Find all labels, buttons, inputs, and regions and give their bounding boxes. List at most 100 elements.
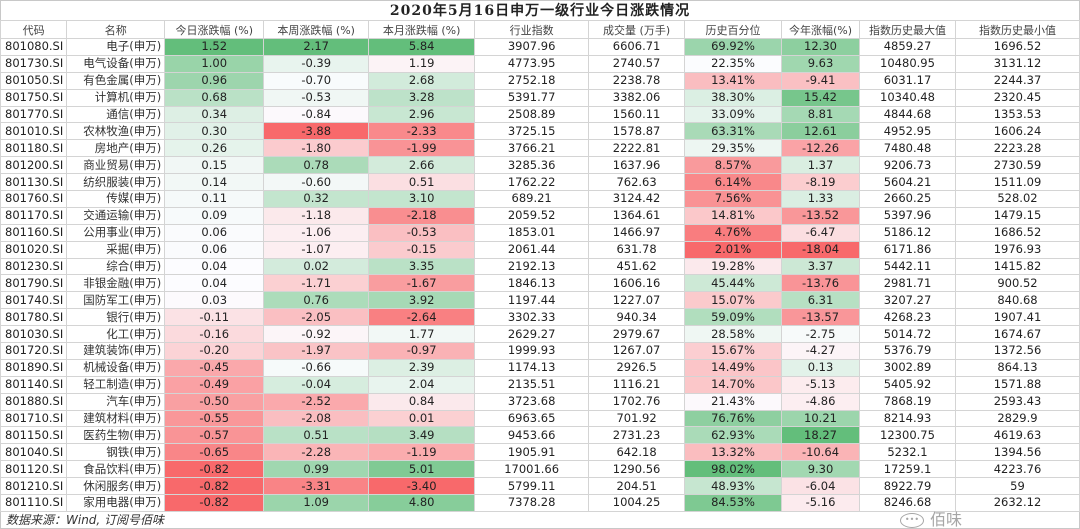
cell-ytd-change: 1.37 bbox=[781, 156, 860, 175]
cell-code: 801110.SI bbox=[0, 494, 68, 512]
cell-index-max: 2660.25 bbox=[859, 190, 956, 208]
cell-index-min: 1394.56 bbox=[954, 443, 1080, 462]
cell-code: 801050.SI bbox=[0, 71, 68, 90]
cell-week-change: 0.51 bbox=[263, 426, 370, 445]
cell-index-min: 1571.88 bbox=[954, 375, 1080, 394]
cell-week-change: 0.78 bbox=[263, 156, 370, 175]
cell-history-percentile: 4.76% bbox=[684, 223, 783, 242]
cell-week-change: -0.60 bbox=[263, 173, 370, 192]
table-row: 801080.SI 电子(申万) 1.52 2.17 5.84 3907.96 6606.7… bbox=[0, 38, 1080, 56]
cell-ytd-change: 0.13 bbox=[781, 358, 860, 377]
cell-code: 801160.SI bbox=[0, 223, 68, 242]
cell-index-max: 2981.71 bbox=[859, 274, 956, 293]
cell-index-min: 864.13 bbox=[954, 358, 1080, 377]
cell-volume: 1578.87 bbox=[588, 122, 686, 141]
cell-index-max: 8214.93 bbox=[859, 409, 956, 428]
cell-month-change: 3.28 bbox=[368, 88, 476, 107]
cell-ytd-change: 3.37 bbox=[781, 257, 860, 276]
cell-history-percentile: 29.35% bbox=[684, 139, 783, 158]
watermark: ••• 佰味 bbox=[900, 511, 962, 529]
cell-ytd-change: -4.86 bbox=[781, 392, 860, 411]
cell-history-percentile: 38.30% bbox=[684, 88, 783, 107]
cell-week-change: 0.32 bbox=[263, 190, 370, 208]
cell-week-change: -1.80 bbox=[263, 139, 370, 158]
industry-table: 代码 名称 今日涨跌幅 (%) 本周涨跌幅 (%) 本月涨跌幅 (%) 行业指数 成交量 (… bbox=[0, 20, 1080, 512]
cell-code: 801750.SI bbox=[0, 88, 68, 107]
cell-today-change: -0.65 bbox=[164, 443, 265, 462]
cell-week-change: -1.06 bbox=[263, 223, 370, 242]
cell-volume: 3382.06 bbox=[588, 88, 686, 107]
cell-code: 801720.SI bbox=[0, 342, 68, 360]
cell-week-change: -1.18 bbox=[263, 206, 370, 225]
cell-volume: 1466.97 bbox=[588, 223, 686, 242]
cell-code: 801890.SI bbox=[0, 358, 68, 377]
cell-today-change: 0.34 bbox=[164, 105, 265, 124]
cell-ytd-change: 15.42 bbox=[781, 88, 860, 107]
cell-industry-index: 2629.27 bbox=[474, 325, 590, 344]
cell-month-change: 3.49 bbox=[368, 426, 476, 445]
cell-history-percentile: 63.31% bbox=[684, 122, 783, 141]
table-row: 801710.SI 建筑材料(申万) -0.55 -2.08 0.01 6963.65 70… bbox=[0, 409, 1080, 428]
cell-history-percentile: 13.41% bbox=[684, 71, 783, 90]
cell-code: 801120.SI bbox=[0, 460, 68, 479]
cell-volume: 631.78 bbox=[588, 240, 686, 259]
cell-month-change: 3.92 bbox=[368, 291, 476, 310]
cell-history-percentile: 21.43% bbox=[684, 392, 783, 411]
cell-index-min: 2632.12 bbox=[954, 494, 1080, 512]
cell-month-change: 1.77 bbox=[368, 325, 476, 344]
table-row: 801020.SI 采掘(申万) 0.06 -1.07 -0.15 2061.44 631.… bbox=[0, 240, 1080, 259]
table-row: 801890.SI 机械设备(申万) -0.45 -0.66 2.39 1174.13 29… bbox=[0, 358, 1080, 377]
cell-month-change: -2.33 bbox=[368, 122, 476, 141]
cell-history-percentile: 62.93% bbox=[684, 426, 783, 445]
cell-today-change: 0.30 bbox=[164, 122, 265, 141]
cell-code: 801170.SI bbox=[0, 206, 68, 225]
cell-ytd-change: 1.33 bbox=[781, 190, 860, 208]
table-row: 801170.SI 交通运输(申万) 0.09 -1.18 -2.18 2059.52 13… bbox=[0, 206, 1080, 225]
cell-ytd-change: -8.19 bbox=[781, 173, 860, 192]
cell-ytd-change: -5.16 bbox=[781, 494, 860, 512]
cell-industry-index: 1846.13 bbox=[474, 274, 590, 293]
cell-today-change: -0.82 bbox=[164, 460, 265, 479]
cell-volume: 1227.07 bbox=[588, 291, 686, 310]
cell-history-percentile: 48.93% bbox=[684, 477, 783, 496]
cell-index-max: 9206.73 bbox=[859, 156, 956, 175]
cell-code: 801770.SI bbox=[0, 105, 68, 124]
cell-name: 建筑装饰(申万) bbox=[66, 342, 166, 360]
cell-history-percentile: 8.57% bbox=[684, 156, 783, 175]
cell-index-max: 3002.89 bbox=[859, 358, 956, 377]
cell-index-max: 5405.92 bbox=[859, 375, 956, 394]
cell-index-max: 5604.21 bbox=[859, 173, 956, 192]
cell-industry-index: 689.21 bbox=[474, 190, 590, 208]
cell-code: 801740.SI bbox=[0, 291, 68, 310]
cell-code: 801780.SI bbox=[0, 308, 68, 327]
cell-volume: 2740.57 bbox=[588, 54, 686, 73]
cell-index-min: 1415.82 bbox=[954, 257, 1080, 276]
cell-code: 801760.SI bbox=[0, 190, 68, 208]
cell-code: 801130.SI bbox=[0, 173, 68, 192]
cell-index-min: 59 bbox=[954, 477, 1080, 496]
cell-ytd-change: 18.27 bbox=[781, 426, 860, 445]
header-row: 代码 名称 今日涨跌幅 (%) 本周涨跌幅 (%) 本月涨跌幅 (%) 行业指数 成交量 (… bbox=[0, 20, 1080, 39]
cell-industry-index: 5799.11 bbox=[474, 477, 590, 496]
header-history-percentile: 历史百分位 bbox=[684, 20, 783, 39]
cell-ytd-change: -6.04 bbox=[781, 477, 860, 496]
cell-ytd-change: -9.41 bbox=[781, 71, 860, 90]
cell-today-change: -0.55 bbox=[164, 409, 265, 428]
cell-month-change: 2.66 bbox=[368, 156, 476, 175]
cell-industry-index: 1999.93 bbox=[474, 342, 590, 360]
header-name: 名称 bbox=[66, 20, 166, 39]
cell-today-change: 0.04 bbox=[164, 274, 265, 293]
cell-index-min: 2730.59 bbox=[954, 156, 1080, 175]
cell-index-min: 528.02 bbox=[954, 190, 1080, 208]
cell-volume: 1560.11 bbox=[588, 105, 686, 124]
cell-month-change: -2.18 bbox=[368, 206, 476, 225]
cell-month-change: 3.35 bbox=[368, 257, 476, 276]
cell-volume: 762.63 bbox=[588, 173, 686, 192]
cell-month-change: -3.40 bbox=[368, 477, 476, 496]
cell-ytd-change: 12.61 bbox=[781, 122, 860, 141]
cell-week-change: -0.39 bbox=[263, 54, 370, 73]
cell-industry-index: 3723.68 bbox=[474, 392, 590, 411]
cell-volume: 451.62 bbox=[588, 257, 686, 276]
cell-month-change: 5.84 bbox=[368, 38, 476, 56]
cell-volume: 6606.71 bbox=[588, 38, 686, 56]
